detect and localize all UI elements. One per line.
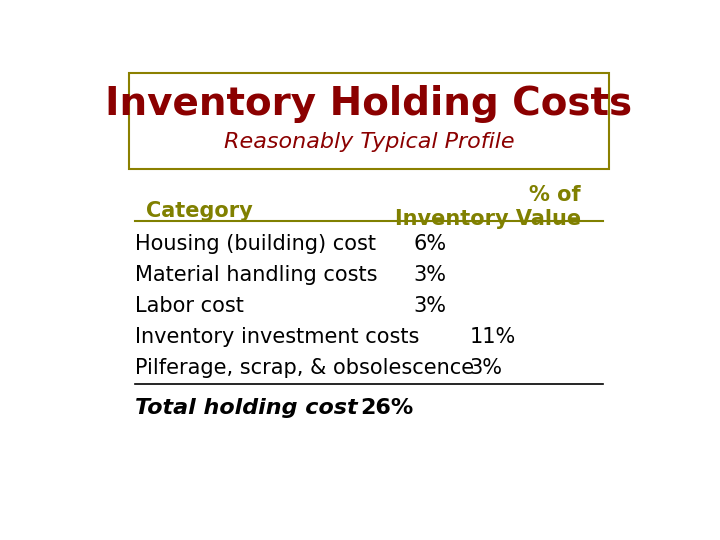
- Text: 26%: 26%: [361, 398, 414, 418]
- Text: Inventory investment costs: Inventory investment costs: [135, 327, 419, 347]
- Text: 11%: 11%: [469, 327, 516, 347]
- Text: Housing (building) cost: Housing (building) cost: [135, 234, 376, 254]
- Text: Reasonably Typical Profile: Reasonably Typical Profile: [224, 132, 514, 152]
- Text: % of
Inventory Value: % of Inventory Value: [395, 185, 581, 228]
- FancyBboxPatch shape: [129, 73, 609, 168]
- Text: Labor cost: Labor cost: [135, 296, 243, 316]
- Text: Material handling costs: Material handling costs: [135, 265, 377, 285]
- Text: 6%: 6%: [413, 234, 447, 254]
- Text: 3%: 3%: [413, 265, 446, 285]
- Text: Category: Category: [145, 201, 253, 221]
- Text: 3%: 3%: [469, 359, 503, 379]
- Text: Inventory Holding Costs: Inventory Holding Costs: [105, 85, 633, 123]
- Text: 3%: 3%: [413, 296, 446, 316]
- Text: Total holding cost: Total holding cost: [135, 398, 365, 418]
- Text: Pilferage, scrap, & obsolescence: Pilferage, scrap, & obsolescence: [135, 359, 474, 379]
